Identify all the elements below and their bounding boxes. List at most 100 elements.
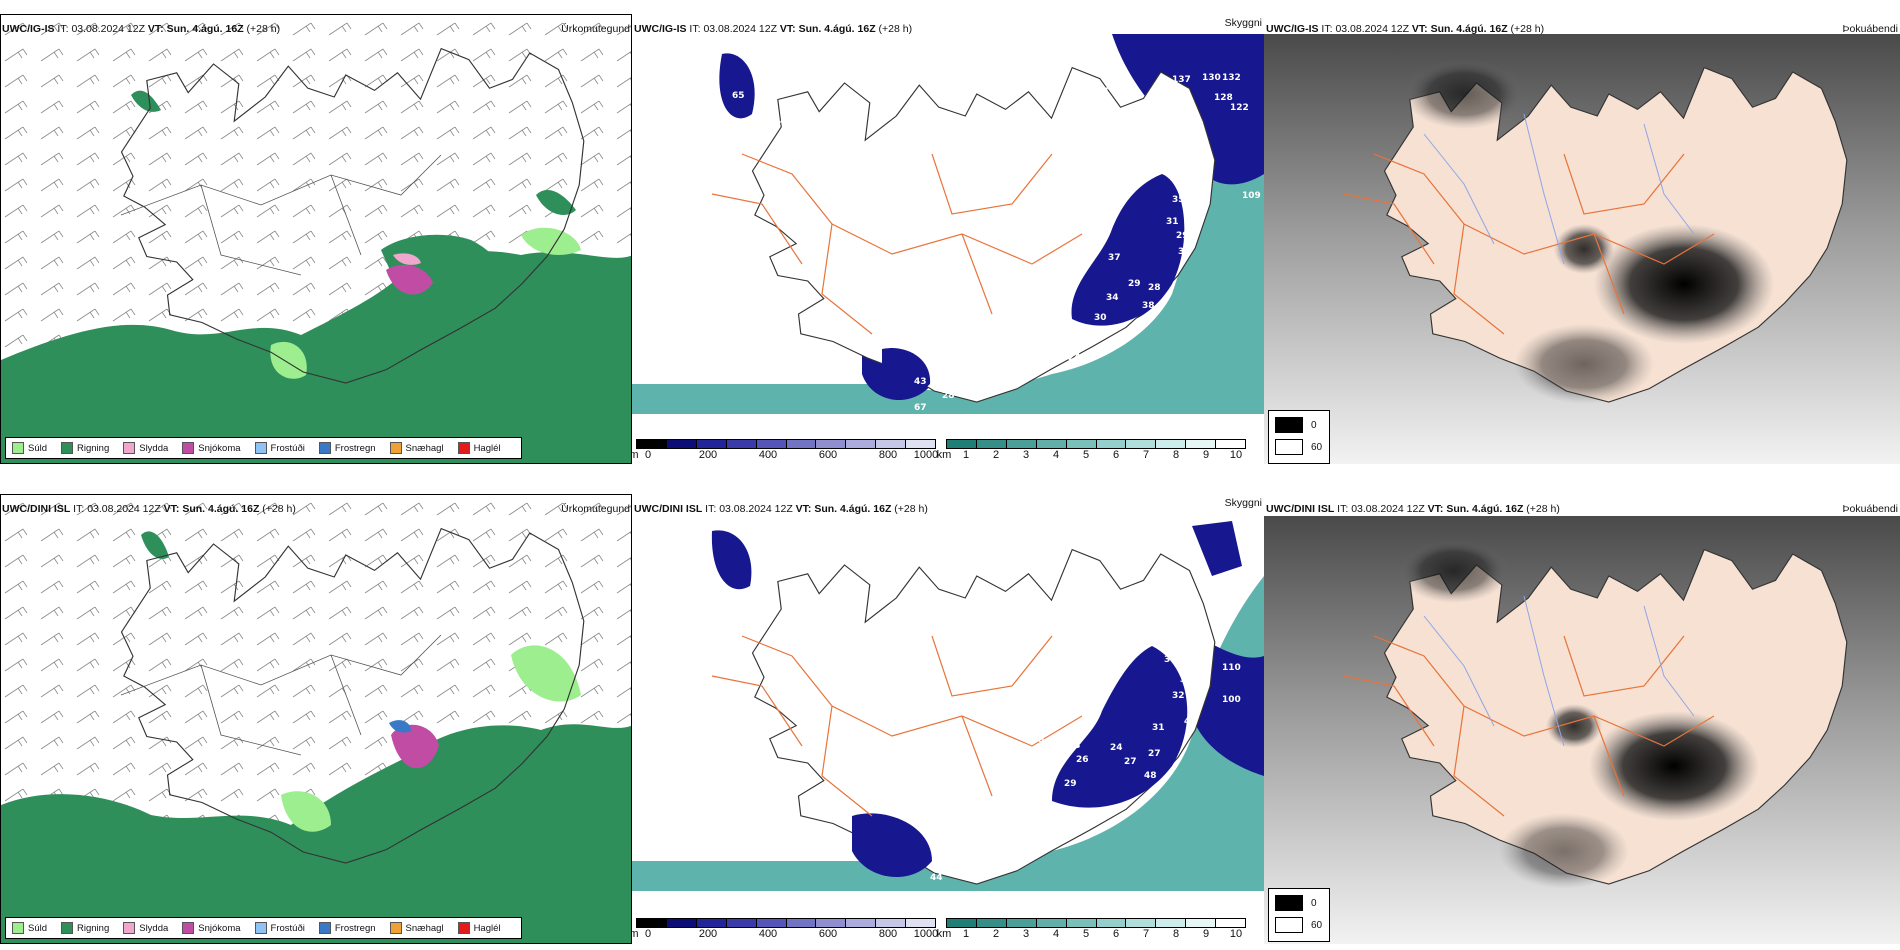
ceiling-label: 31 (1166, 217, 1179, 227)
ceiling-label: 61 (1150, 109, 1163, 119)
ceiling-scale: m 0 200 400 600 800 1000 (632, 918, 938, 942)
legend-hagl: Haglél (457, 442, 501, 454)
ceiling-label: 53 (998, 855, 1011, 865)
fog-area (1594, 224, 1774, 344)
ceiling-label: 35 (1172, 195, 1185, 205)
legend-snaehagl: Snæhagl (389, 922, 444, 934)
ceiling-label: 50 (784, 591, 797, 601)
fog-panel-top: 0 60 (1264, 34, 1900, 464)
ceiling-label: 36 (760, 557, 773, 567)
ceiling-label: 73 (944, 255, 957, 265)
ceiling-label: 65 (732, 91, 745, 101)
ceiling-label: 42 (1184, 717, 1197, 727)
ceiling-label: 31 (1152, 723, 1165, 733)
precip-panel-bottom: Súld Rigning Slydda Snjókoma Frostúði Fr… (0, 494, 632, 944)
fog-panel-bottom: 0 60 (1264, 516, 1900, 944)
ceiling-label: 110 (1222, 663, 1241, 673)
ceiling-label: 59 (1130, 585, 1143, 595)
precip-legend: Súld Rigning Slydda Snjókoma Frostúði Fr… (5, 917, 522, 939)
snow-area (391, 724, 439, 769)
ceiling-panel-top: 321 348 41 65 37 40 178 120 120 48 47 137 130 132 122 1… (632, 34, 1264, 464)
ceiling-label: 48 (1100, 69, 1113, 79)
header-precip-top: UWC/IG-IS IT: 03.08.2024 12Z VT: Sun. 4.… (0, 20, 634, 38)
ceiling-label: 34 (1106, 293, 1119, 303)
ceiling-label: 31 (1060, 321, 1073, 331)
legend-frostudi: Frostúði (254, 922, 305, 934)
rain-area (1, 724, 631, 943)
ceiling-label: 71 (928, 891, 941, 901)
ceiling-label: 86 (982, 863, 995, 873)
ceiling-label: 178 (842, 99, 861, 109)
legend-snjokoma: Snjókoma (182, 442, 241, 454)
ceiling-label: 66 (938, 735, 951, 745)
ceiling-label: 37 (788, 563, 801, 573)
ceiling-label: 41 (996, 363, 1009, 373)
ceiling-label: 29 (1176, 231, 1189, 241)
ceiling-label: 120 (974, 55, 993, 65)
ceiling-label: 47 (1096, 87, 1109, 97)
ceiling-label: 26 (1076, 755, 1089, 765)
fog-map (1264, 34, 1900, 464)
ceiling-label: 132 (1222, 73, 1241, 83)
ceiling-label: 24 (1110, 743, 1123, 753)
ceiling-label: 29 (1064, 779, 1077, 789)
ceiling-label: 38 (1142, 301, 1155, 311)
ceiling-label: 238 (874, 555, 893, 565)
ceiling-label: 109 (1242, 191, 1261, 201)
panel-title: Skyggni (1224, 17, 1262, 29)
ceiling-label: 139 (1158, 617, 1177, 627)
legend-frostudi: Frostúði (254, 442, 305, 454)
precip-legend: Súld Rigning Slydda Snjókoma Frostúði Fr… (5, 437, 522, 459)
ceiling-label: 33 (1068, 741, 1081, 751)
ceiling-label: 137 (1172, 75, 1191, 85)
ceiling-label: 45 (1032, 735, 1045, 745)
panel-title: Úrkomutegund (561, 503, 630, 515)
ceiling-label: 122 (1172, 101, 1191, 111)
ceiling-label: 42 (938, 367, 951, 377)
ceiling-label: 41 (782, 75, 795, 85)
header-fog-top: UWC/IG-IS IT: 03.08.2024 12Z VT: Sun. 4.… (1264, 20, 1900, 38)
ceiling-label: 27 (1148, 749, 1161, 759)
ceiling-label: 48 (1144, 771, 1157, 781)
ceiling-label: 43 (1022, 275, 1035, 285)
ceiling-label: 29 (1128, 279, 1141, 289)
legend-rigning: Rigning (61, 922, 109, 934)
ceiling-label: 37 (768, 91, 781, 101)
ceiling-label: 30 (1058, 271, 1071, 281)
precip-map (1, 15, 631, 463)
ceiling-label: 39 (1180, 179, 1193, 189)
ceiling-label: 128 (1214, 93, 1233, 103)
ceiling-label: 40 (780, 117, 793, 127)
snow-area (386, 264, 433, 295)
ceiling-label: 24 (1068, 353, 1081, 363)
fog-legend: 0 60 (1268, 888, 1330, 942)
ceiling-label: 24 (944, 895, 957, 905)
visibility-scale: km 1 2 3 4 5 6 7 8 9 10 (937, 918, 1246, 942)
ceiling-label: 229 (898, 555, 917, 565)
ceiling-label: 28 (1148, 283, 1161, 293)
fog-legend: 0 60 (1268, 410, 1330, 464)
ceiling-label: 40 (950, 859, 963, 869)
legend-frostregn: Frostregn (318, 922, 376, 934)
ceiling-label: 120 (952, 55, 971, 65)
ceiling-label: 37 (1108, 253, 1121, 263)
ceiling-label: 54 (1126, 605, 1139, 615)
visibility-scale: km 1 2 3 4 5 6 7 8 9 10 (937, 439, 1246, 463)
ceiling-label: 122 (1230, 103, 1249, 113)
legend-slydda: Slydda (123, 922, 168, 934)
ceiling-label: 67 (914, 403, 927, 413)
ceiling-label: 24 (1062, 815, 1075, 825)
header-precip-bottom: UWC/DINI ISL IT: 03.08.2024 12Z VT: Sun.… (0, 500, 634, 518)
legend-snjokoma: Snjókoma (182, 922, 241, 934)
legend-slydda: Slydda (123, 442, 168, 454)
ceiling-label: 39 (1192, 663, 1205, 673)
ceiling-label: 44 (930, 873, 943, 883)
ceiling-label: 100 (1222, 695, 1241, 705)
ceiling-label: 321 (644, 39, 663, 49)
ceiling-scale: m 0 200 400 600 800 1000 (632, 439, 938, 463)
legend-sula: Súld (12, 922, 47, 934)
panel-header (1, 15, 631, 19)
ceiling-label: 159 (1242, 557, 1261, 567)
